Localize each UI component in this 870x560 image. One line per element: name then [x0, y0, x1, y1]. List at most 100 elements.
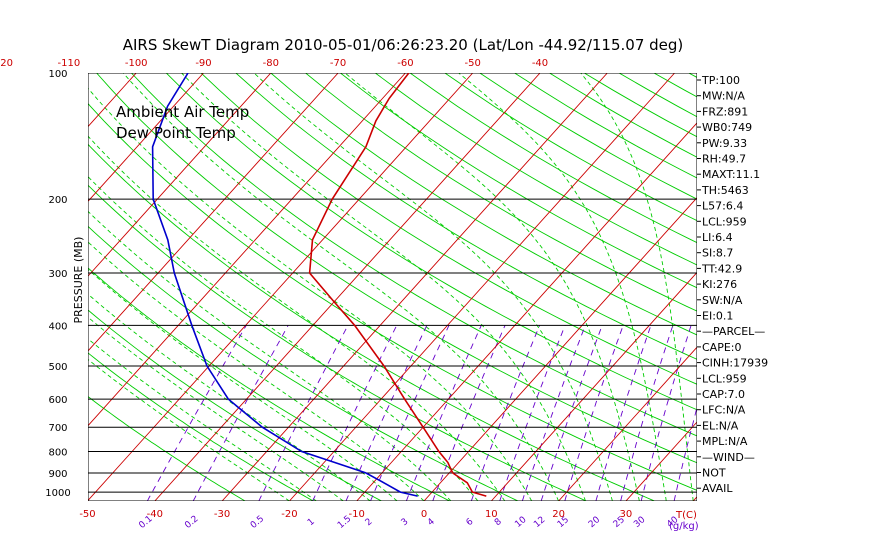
mixing-ratio-line — [595, 325, 652, 501]
dry-adiabat — [88, 225, 519, 501]
isotherms — [0, 73, 697, 501]
mixing-ratio-line — [521, 325, 586, 501]
mixing-ratio-tick-label: 3 — [400, 517, 411, 528]
isotherm — [0, 73, 69, 501]
mixing-ratio-line — [564, 325, 624, 501]
dry-adiabat — [444, 73, 697, 222]
moist-adiabat — [88, 293, 371, 501]
mixing-ratio-line — [192, 325, 289, 501]
dry-adiabat — [375, 73, 697, 266]
pressure-tick-label: 200 — [48, 195, 67, 206]
mixing-ratio-tick-label: 4 — [426, 517, 437, 529]
plot-area — [0, 73, 870, 501]
moist-adiabat — [88, 316, 344, 501]
mixing-ratio-lines — [146, 325, 697, 501]
isotherm — [88, 73, 204, 203]
isotherm — [154, 73, 541, 501]
bottom-temperature-ticks: -50 -40 -30 -20 -10 0 10 20 30 — [79, 509, 632, 520]
index-label: PW:9.33 — [702, 137, 747, 150]
index-label: TP:100 — [701, 74, 740, 87]
index-label: MAXT:11.1 — [702, 168, 760, 181]
index-label: —WIND— — [702, 451, 755, 464]
mixing-ratio-line — [258, 325, 349, 501]
dry-adiabat — [793, 73, 870, 501]
mixing-ratio-tick-label: 2 — [364, 517, 375, 528]
index-label: —PARCEL— — [702, 325, 765, 338]
mixing-ratio-line — [673, 405, 697, 501]
index-label: TH:5463 — [701, 184, 749, 197]
isotherm — [88, 73, 272, 277]
index-label: WB0:749 — [702, 121, 752, 134]
index-label: EI:0.1 — [702, 310, 733, 323]
moist-adiabats — [88, 73, 694, 501]
isotherm — [88, 73, 406, 427]
x-axis-label: T(C) — [675, 510, 697, 521]
dry-adiabat — [340, 73, 697, 289]
index-label: TT:42.9 — [701, 262, 742, 275]
mixing-ratio-line — [540, 325, 603, 501]
top-temp-tick-label: -120 — [0, 58, 13, 69]
dry-adiabat — [88, 184, 587, 501]
isotherm — [221, 73, 608, 501]
mixing-ratio-line — [312, 325, 398, 501]
dry-adiabat — [200, 73, 697, 385]
index-label: CINH:17939 — [702, 357, 768, 370]
dry-adiabat — [88, 309, 382, 501]
index-label: RH:49.7 — [702, 153, 746, 166]
index-label: LCL:959 — [702, 372, 747, 385]
legend-dewpoint: Dew Point Temp — [116, 124, 236, 142]
dry-adiabat — [270, 73, 697, 336]
moist-adiabat — [88, 241, 425, 501]
pressure-tick-label: 700 — [48, 423, 67, 434]
top-temp-tick-label: -50 — [465, 58, 481, 69]
dry-adiabat — [235, 73, 697, 360]
dry-adiabat — [759, 73, 870, 501]
index-label: NOT — [702, 467, 726, 480]
bottom-temp-tick-label: -50 — [79, 509, 95, 520]
stability-indices: TP:100 MW:N/A FRZ:891 WB0:749 PW:9.33 RH:49.7… — [697, 74, 768, 495]
pressure-ticks: 100 200 300 400 500 600 700 800 900 1000 — [45, 69, 70, 499]
mixing-ratio-tick-label: 0.5 — [249, 514, 266, 531]
moist-adiabat — [344, 73, 640, 501]
index-label: EL:N/A — [702, 419, 739, 432]
isotherm — [625, 421, 697, 501]
profile-lines — [151, 73, 487, 497]
moist-adiabat — [122, 73, 560, 501]
mixing-ratio-tick-label: 30 — [632, 515, 647, 530]
bottom-temp-tick-label: -20 — [281, 509, 297, 520]
moist-adiabat — [88, 210, 452, 501]
dry-adiabat — [305, 73, 697, 312]
mixing-ratio-unit: (g/kg) — [669, 521, 699, 532]
pressure-tick-label: 800 — [48, 448, 67, 459]
bottom-temp-tick-label: -10 — [349, 509, 365, 520]
moist-adiabat — [88, 268, 398, 501]
pressure-tick-label: 600 — [48, 395, 67, 406]
moist-adiabat — [580, 73, 694, 501]
dry-adiabat — [88, 102, 697, 491]
dry-adiabat — [131, 73, 697, 437]
dry-adiabat — [409, 73, 697, 244]
top-temp-tick-label: -90 — [195, 58, 211, 69]
pressure-tick-label: 900 — [48, 469, 67, 480]
pressure-tick-label: 500 — [48, 362, 67, 373]
index-label: AVAIL — [702, 482, 733, 495]
top-temp-tick-label: -110 — [58, 58, 81, 69]
moist-adiabat — [253, 73, 613, 501]
index-label: LI:6.4 — [702, 231, 733, 244]
mixing-ratio-line — [370, 325, 450, 501]
top-temperature-ticks: -120 -110 -100 -90 -80 -70 -60 -50 -40 — [0, 58, 548, 69]
index-label: LCL:959 — [702, 215, 747, 228]
bottom-temp-tick-label: -30 — [214, 509, 230, 520]
mixing-ratio-line — [499, 325, 566, 501]
dry-adiabat — [828, 73, 870, 501]
dry-adiabat — [479, 73, 697, 200]
top-temp-tick-label: -70 — [330, 58, 346, 69]
isotherm — [0, 73, 2, 501]
bottom-temp-tick-label: 20 — [552, 509, 565, 520]
chart-title: AIRS SkewT Diagram 2010-05-01/06:26:23.2… — [123, 36, 684, 54]
mixing-ratio-tick-label: 1 — [306, 517, 317, 528]
moist-adiabat — [181, 73, 586, 501]
mixing-ratio-line — [146, 325, 247, 501]
isotherm — [88, 73, 339, 352]
